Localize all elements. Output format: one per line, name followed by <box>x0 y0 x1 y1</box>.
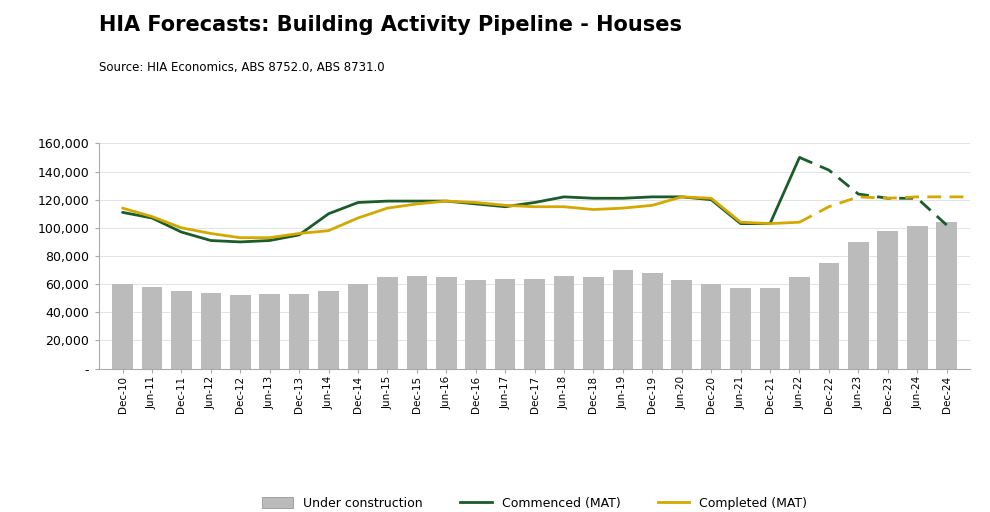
Bar <box>613 270 634 369</box>
Bar <box>112 284 133 369</box>
Bar <box>671 280 692 369</box>
Bar <box>525 279 545 369</box>
Bar <box>877 230 898 369</box>
Bar <box>819 263 840 369</box>
Bar <box>230 295 250 369</box>
Bar <box>643 273 662 369</box>
Text: Source: HIA Economics, ABS 8752.0, ABS 8731.0: Source: HIA Economics, ABS 8752.0, ABS 8… <box>99 61 385 74</box>
Bar <box>318 291 339 369</box>
Bar <box>142 287 162 369</box>
Bar <box>583 277 604 369</box>
Bar <box>789 277 810 369</box>
Bar <box>731 288 751 369</box>
Bar <box>848 242 868 369</box>
Bar <box>347 284 368 369</box>
Bar <box>171 291 192 369</box>
Bar <box>201 293 221 369</box>
Bar <box>436 277 456 369</box>
Bar <box>701 284 722 369</box>
Bar <box>759 288 780 369</box>
Bar <box>937 222 957 369</box>
Text: HIA Forecasts: Building Activity Pipeline - Houses: HIA Forecasts: Building Activity Pipelin… <box>99 15 682 35</box>
Bar <box>407 275 427 369</box>
Legend: Under construction, Commenced (MAT), Completed (MAT): Under construction, Commenced (MAT), Com… <box>257 492 812 512</box>
Bar <box>259 294 280 369</box>
Bar <box>289 294 310 369</box>
Bar <box>907 226 928 369</box>
Bar <box>495 279 516 369</box>
Bar <box>465 280 486 369</box>
Bar <box>553 275 574 369</box>
Bar <box>377 277 398 369</box>
